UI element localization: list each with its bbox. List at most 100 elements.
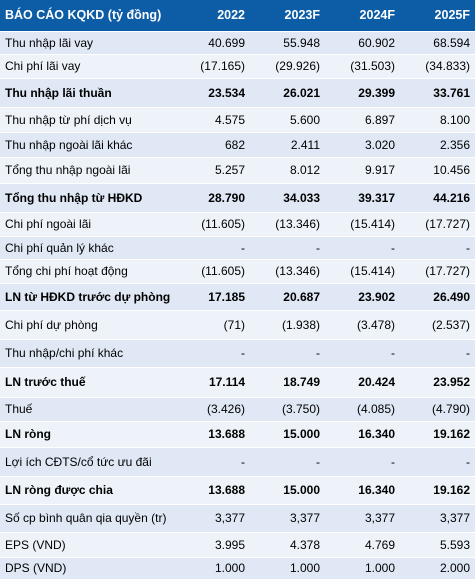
value-cell: 3.020	[325, 132, 400, 158]
value-cell: (17.727)	[400, 212, 475, 237]
value-cell: 3,377	[195, 504, 250, 533]
value-cell: 19.162	[400, 476, 475, 505]
value-cell: (15.414)	[325, 259, 400, 284]
value-cell: 17.114	[195, 367, 250, 398]
value-cell: 23.902	[325, 283, 400, 311]
value-cell: 18.749	[250, 367, 325, 398]
row-label: EPS (VND)	[0, 532, 195, 558]
value-cell: 6.897	[325, 107, 400, 133]
value-cell: 2.356	[400, 132, 475, 158]
row-label: Thu nhập/chi phí khác	[0, 339, 195, 368]
table-row: Thu nhập ngoài lãi khác 682 2.411 3.020 2.35…	[0, 132, 475, 158]
value-cell: (4.790)	[400, 397, 475, 422]
value-cell: -	[325, 447, 400, 477]
value-cell: 1.000	[250, 557, 325, 580]
value-cell: -	[325, 339, 400, 368]
value-cell: (2.537)	[400, 310, 475, 340]
row-label: DPS (VND)	[0, 557, 195, 580]
value-cell: 20.424	[325, 367, 400, 398]
value-cell: (17.727)	[400, 259, 475, 284]
value-cell: 9.917	[325, 157, 400, 184]
table-body: Thu nhập lãi vay 40.699 55.948 60.902 68.594…	[0, 31, 475, 580]
table-row: DPS (VND) 1.000 1.000 1.000 2.000	[0, 557, 475, 580]
value-cell: (34.833)	[400, 54, 475, 79]
table-row: Thu nhập lãi vay 40.699 55.948 60.902 68.594	[0, 31, 475, 55]
row-label: LN ròng được chia	[0, 476, 195, 505]
row-label: Thu nhập lãi vay	[0, 31, 195, 55]
value-cell: 23.534	[195, 78, 250, 108]
value-cell: -	[195, 236, 250, 260]
value-cell: 5.257	[195, 157, 250, 184]
value-cell: (17.165)	[195, 54, 250, 79]
value-cell: 5.600	[250, 107, 325, 133]
value-cell: -	[195, 447, 250, 477]
value-cell: 13.688	[195, 421, 250, 448]
value-cell: 44.216	[400, 183, 475, 213]
table-row: LN ròng được chia 13.688 15.000 16.340 19.16…	[0, 476, 475, 505]
value-cell: (1.938)	[250, 310, 325, 340]
table-row: EPS (VND) 3.995 4.378 4.769 5.593	[0, 532, 475, 558]
value-cell: -	[250, 339, 325, 368]
value-cell: 17.185	[195, 283, 250, 311]
value-cell: 16.340	[325, 476, 400, 505]
table-row: Thuế (3.426) (3.750) (4.085) (4.790)	[0, 397, 475, 422]
value-cell: (11.605)	[195, 212, 250, 237]
value-cell: -	[400, 339, 475, 368]
value-cell: 4.769	[325, 532, 400, 558]
value-cell: 13.688	[195, 476, 250, 505]
row-label: LN trước thuế	[0, 367, 195, 398]
table-row: Số cp bình quân qia quyền (tr) 3,377 3,377…	[0, 504, 475, 533]
value-cell: 3.995	[195, 532, 250, 558]
value-cell: 68.594	[400, 31, 475, 55]
value-cell: 26.490	[400, 283, 475, 311]
value-cell: 16.340	[325, 421, 400, 448]
row-label: Số cp bình quân qia quyền (tr)	[0, 504, 195, 533]
table-header: BÁO CÁO KQKD (tỷ đồng) 2022 2023F 2024F 2025…	[0, 0, 475, 32]
value-cell: (15.414)	[325, 212, 400, 237]
value-cell: 3,377	[325, 504, 400, 533]
value-cell: -	[250, 236, 325, 260]
value-cell: 4.575	[195, 107, 250, 133]
value-cell: -	[195, 339, 250, 368]
value-cell: 1.000	[195, 557, 250, 580]
value-cell: 15.000	[250, 476, 325, 505]
table-row: LN từ HĐKD trước dự phòng 17.185 20.687 23.…	[0, 283, 475, 311]
row-label: Thu nhập từ phí dịch vụ	[0, 107, 195, 133]
row-label: Tổng thu nhập từ HĐKD	[0, 183, 195, 213]
value-cell: (3.478)	[325, 310, 400, 340]
table-row: Tổng thu nhập ngoài lãi 5.257 8.012 9.917 10…	[0, 157, 475, 184]
value-cell: (29.926)	[250, 54, 325, 79]
value-cell: 2.000	[400, 557, 475, 580]
value-cell: (11.605)	[195, 259, 250, 284]
value-cell: 26.021	[250, 78, 325, 108]
value-cell: 60.902	[325, 31, 400, 55]
table-title: BÁO CÁO KQKD (tỷ đồng)	[0, 0, 195, 32]
value-cell: (13.346)	[250, 259, 325, 284]
value-cell: 3,377	[250, 504, 325, 533]
table-row: Chi phí quản lý khác - - - -	[0, 236, 475, 260]
row-label: Thuế	[0, 397, 195, 422]
value-cell: (31.503)	[325, 54, 400, 79]
row-label: Tổng chi phí hoạt động	[0, 259, 195, 284]
row-label: Chi phí dự phòng	[0, 310, 195, 340]
value-cell: (4.085)	[325, 397, 400, 422]
table-row: Tổng thu nhập từ HĐKD 28.790 34.033 39.317 4…	[0, 183, 475, 213]
row-label: Chi phí lãi vay	[0, 54, 195, 79]
row-label: Tổng thu nhập ngoài lãi	[0, 157, 195, 184]
value-cell: 39.317	[325, 183, 400, 213]
value-cell: -	[400, 236, 475, 260]
value-cell: 10.456	[400, 157, 475, 184]
row-label: Thu nhập lãi thuần	[0, 78, 195, 108]
year-header: 2022	[195, 0, 250, 32]
value-cell: -	[325, 236, 400, 260]
row-label: Chi phí ngoài lãi	[0, 212, 195, 237]
value-cell: 19.162	[400, 421, 475, 448]
value-cell: 2.411	[250, 132, 325, 158]
table-row: Thu nhập từ phí dịch vụ 4.575 5.600 6.897 8.…	[0, 107, 475, 133]
value-cell: 5.593	[400, 532, 475, 558]
value-cell: 4.378	[250, 532, 325, 558]
value-cell: (3.750)	[250, 397, 325, 422]
value-cell: (3.426)	[195, 397, 250, 422]
row-label: Chi phí quản lý khác	[0, 236, 195, 260]
row-label: Lợi ích CĐTS/cổ tức ưu đãi	[0, 447, 195, 477]
